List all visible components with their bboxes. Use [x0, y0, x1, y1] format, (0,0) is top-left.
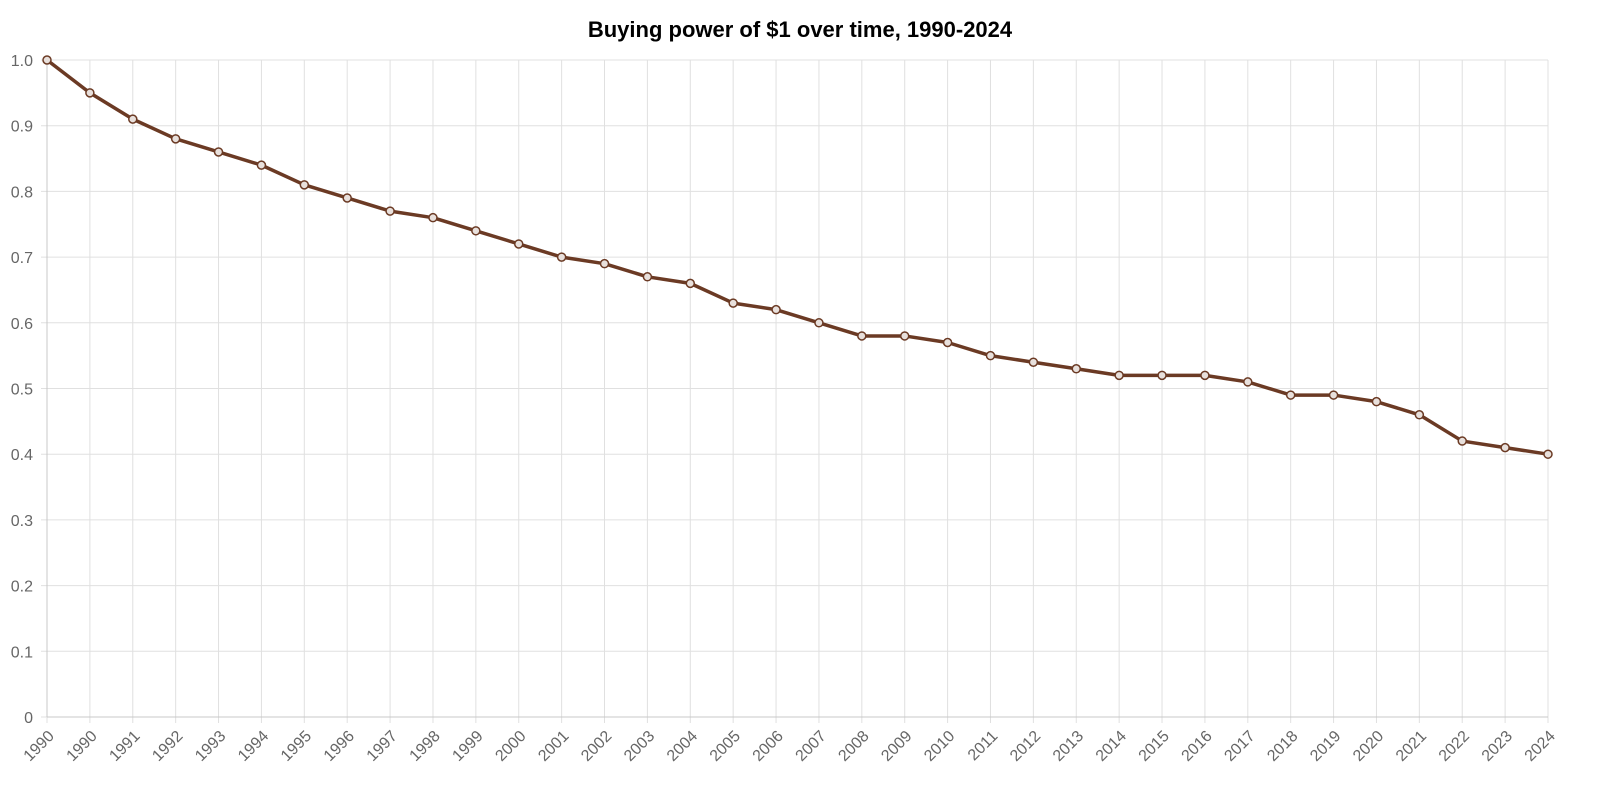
data-point: [299, 180, 310, 190]
data-point: [814, 318, 824, 328]
y-tick-label: 0.2: [11, 579, 33, 596]
x-tick-label: 1990: [21, 728, 58, 765]
x-tick-label: 2023: [1479, 728, 1516, 765]
data-point: [256, 160, 267, 170]
x-tick-label: 2001: [535, 728, 572, 765]
data-point: [213, 147, 224, 157]
y-tick-label: 0.7: [11, 250, 33, 267]
data-point: [685, 278, 696, 289]
y-tick-label: 0.8: [11, 184, 33, 201]
data-point: [899, 331, 910, 341]
series-line-group: [45, 58, 1550, 456]
x-tick-label: 2022: [1436, 728, 1473, 765]
y-tick-label: 0.3: [11, 513, 33, 530]
x-tick-label: 2019: [1307, 728, 1344, 765]
x-tick-label: 2020: [1350, 728, 1387, 765]
y-tick-label: 0.9: [11, 119, 33, 136]
x-tick-label: 1999: [449, 728, 486, 765]
data-point: [42, 55, 52, 65]
x-tick-label: 2007: [793, 728, 830, 765]
data-point: [471, 226, 481, 236]
data-point: [1114, 370, 1124, 381]
data-point: [385, 206, 395, 216]
x-tick-label: 2016: [1179, 728, 1216, 765]
data-point: [428, 212, 438, 223]
x-tick-label: 2000: [492, 728, 529, 765]
data-point: [1071, 364, 1082, 374]
data-point: [170, 134, 181, 144]
x-tick-label: 2018: [1264, 728, 1301, 765]
data-point: [85, 88, 95, 98]
data-point: [513, 239, 524, 249]
x-tick-label: 2002: [578, 728, 615, 765]
y-tick-label: 0.5: [11, 382, 33, 399]
data-point: [771, 304, 781, 315]
data-point: [728, 298, 738, 308]
x-tick-label: 1996: [321, 728, 358, 765]
x-tick-label: 1991: [106, 728, 143, 765]
axes: [46, 60, 1548, 718]
x-tick-label: 1997: [364, 728, 401, 765]
y-tick-label: 0.1: [11, 644, 33, 661]
data-point: [1500, 442, 1510, 453]
series-line: [45, 58, 1550, 456]
data-point: [1371, 396, 1382, 407]
data-point: [857, 331, 867, 341]
data-point: [1414, 410, 1425, 420]
data-point: [942, 337, 953, 348]
x-tick-label: 1994: [235, 728, 272, 765]
x-tick-label: 2013: [1050, 728, 1087, 765]
data-point: [1457, 436, 1467, 446]
x-tick-label: 2017: [1221, 728, 1258, 765]
data-point: [1200, 370, 1210, 381]
x-tick-label: 2003: [621, 728, 658, 765]
x-tick-label: 2012: [1007, 728, 1044, 765]
data-point: [1243, 377, 1253, 387]
data-points: [42, 55, 1553, 459]
y-tick-label: 0.6: [11, 316, 33, 333]
x-tick-label: 2009: [878, 728, 915, 765]
x-tick-label: 2004: [664, 728, 701, 765]
data-point: [1028, 357, 1039, 367]
x-tick-label: 1992: [149, 728, 186, 765]
data-point: [556, 252, 567, 262]
x-tick-label: 2024: [1522, 728, 1559, 765]
grid-lines: [41, 59, 1549, 723]
x-tick-label: 2010: [921, 728, 958, 765]
data-point: [1285, 390, 1296, 400]
x-tick-label: 2008: [835, 728, 872, 765]
data-point: [1328, 390, 1339, 400]
chart-title: Buying power of $1 over time, 1990-2024: [587, 17, 1013, 42]
x-tick-label: 2015: [1136, 728, 1173, 765]
x-tick-label: 2011: [965, 728, 1001, 764]
x-tick-label: 1990: [64, 728, 101, 765]
data-point: [1157, 370, 1167, 381]
y-tick-labels: 0 0.1 0.2 0.3 0.4 0.5 0.6 0.7 0.8 0.9 1.0: [11, 53, 33, 727]
x-tick-label: 2005: [707, 728, 744, 765]
y-tick-label: 1.0: [11, 53, 33, 70]
x-tick-label: 1995: [278, 728, 315, 765]
data-point: [1543, 449, 1553, 459]
y-tick-label: 0: [24, 710, 33, 727]
data-point: [985, 350, 996, 361]
x-tick-label: 2006: [750, 728, 787, 765]
data-point: [342, 193, 352, 203]
data-point: [599, 258, 610, 269]
x-tick-label: 2021: [1393, 728, 1430, 765]
y-tick-label: 0.4: [11, 447, 33, 464]
x-tick-label: 1998: [407, 728, 444, 765]
x-tick-labels: 1990 1990 1991 1992 1993 1994 1995 1996 1997 1998…: [21, 728, 1559, 765]
x-tick-label: 2014: [1093, 728, 1130, 765]
data-point: [642, 272, 653, 282]
data-point: [128, 114, 138, 124]
x-tick-label: 1993: [192, 728, 229, 765]
